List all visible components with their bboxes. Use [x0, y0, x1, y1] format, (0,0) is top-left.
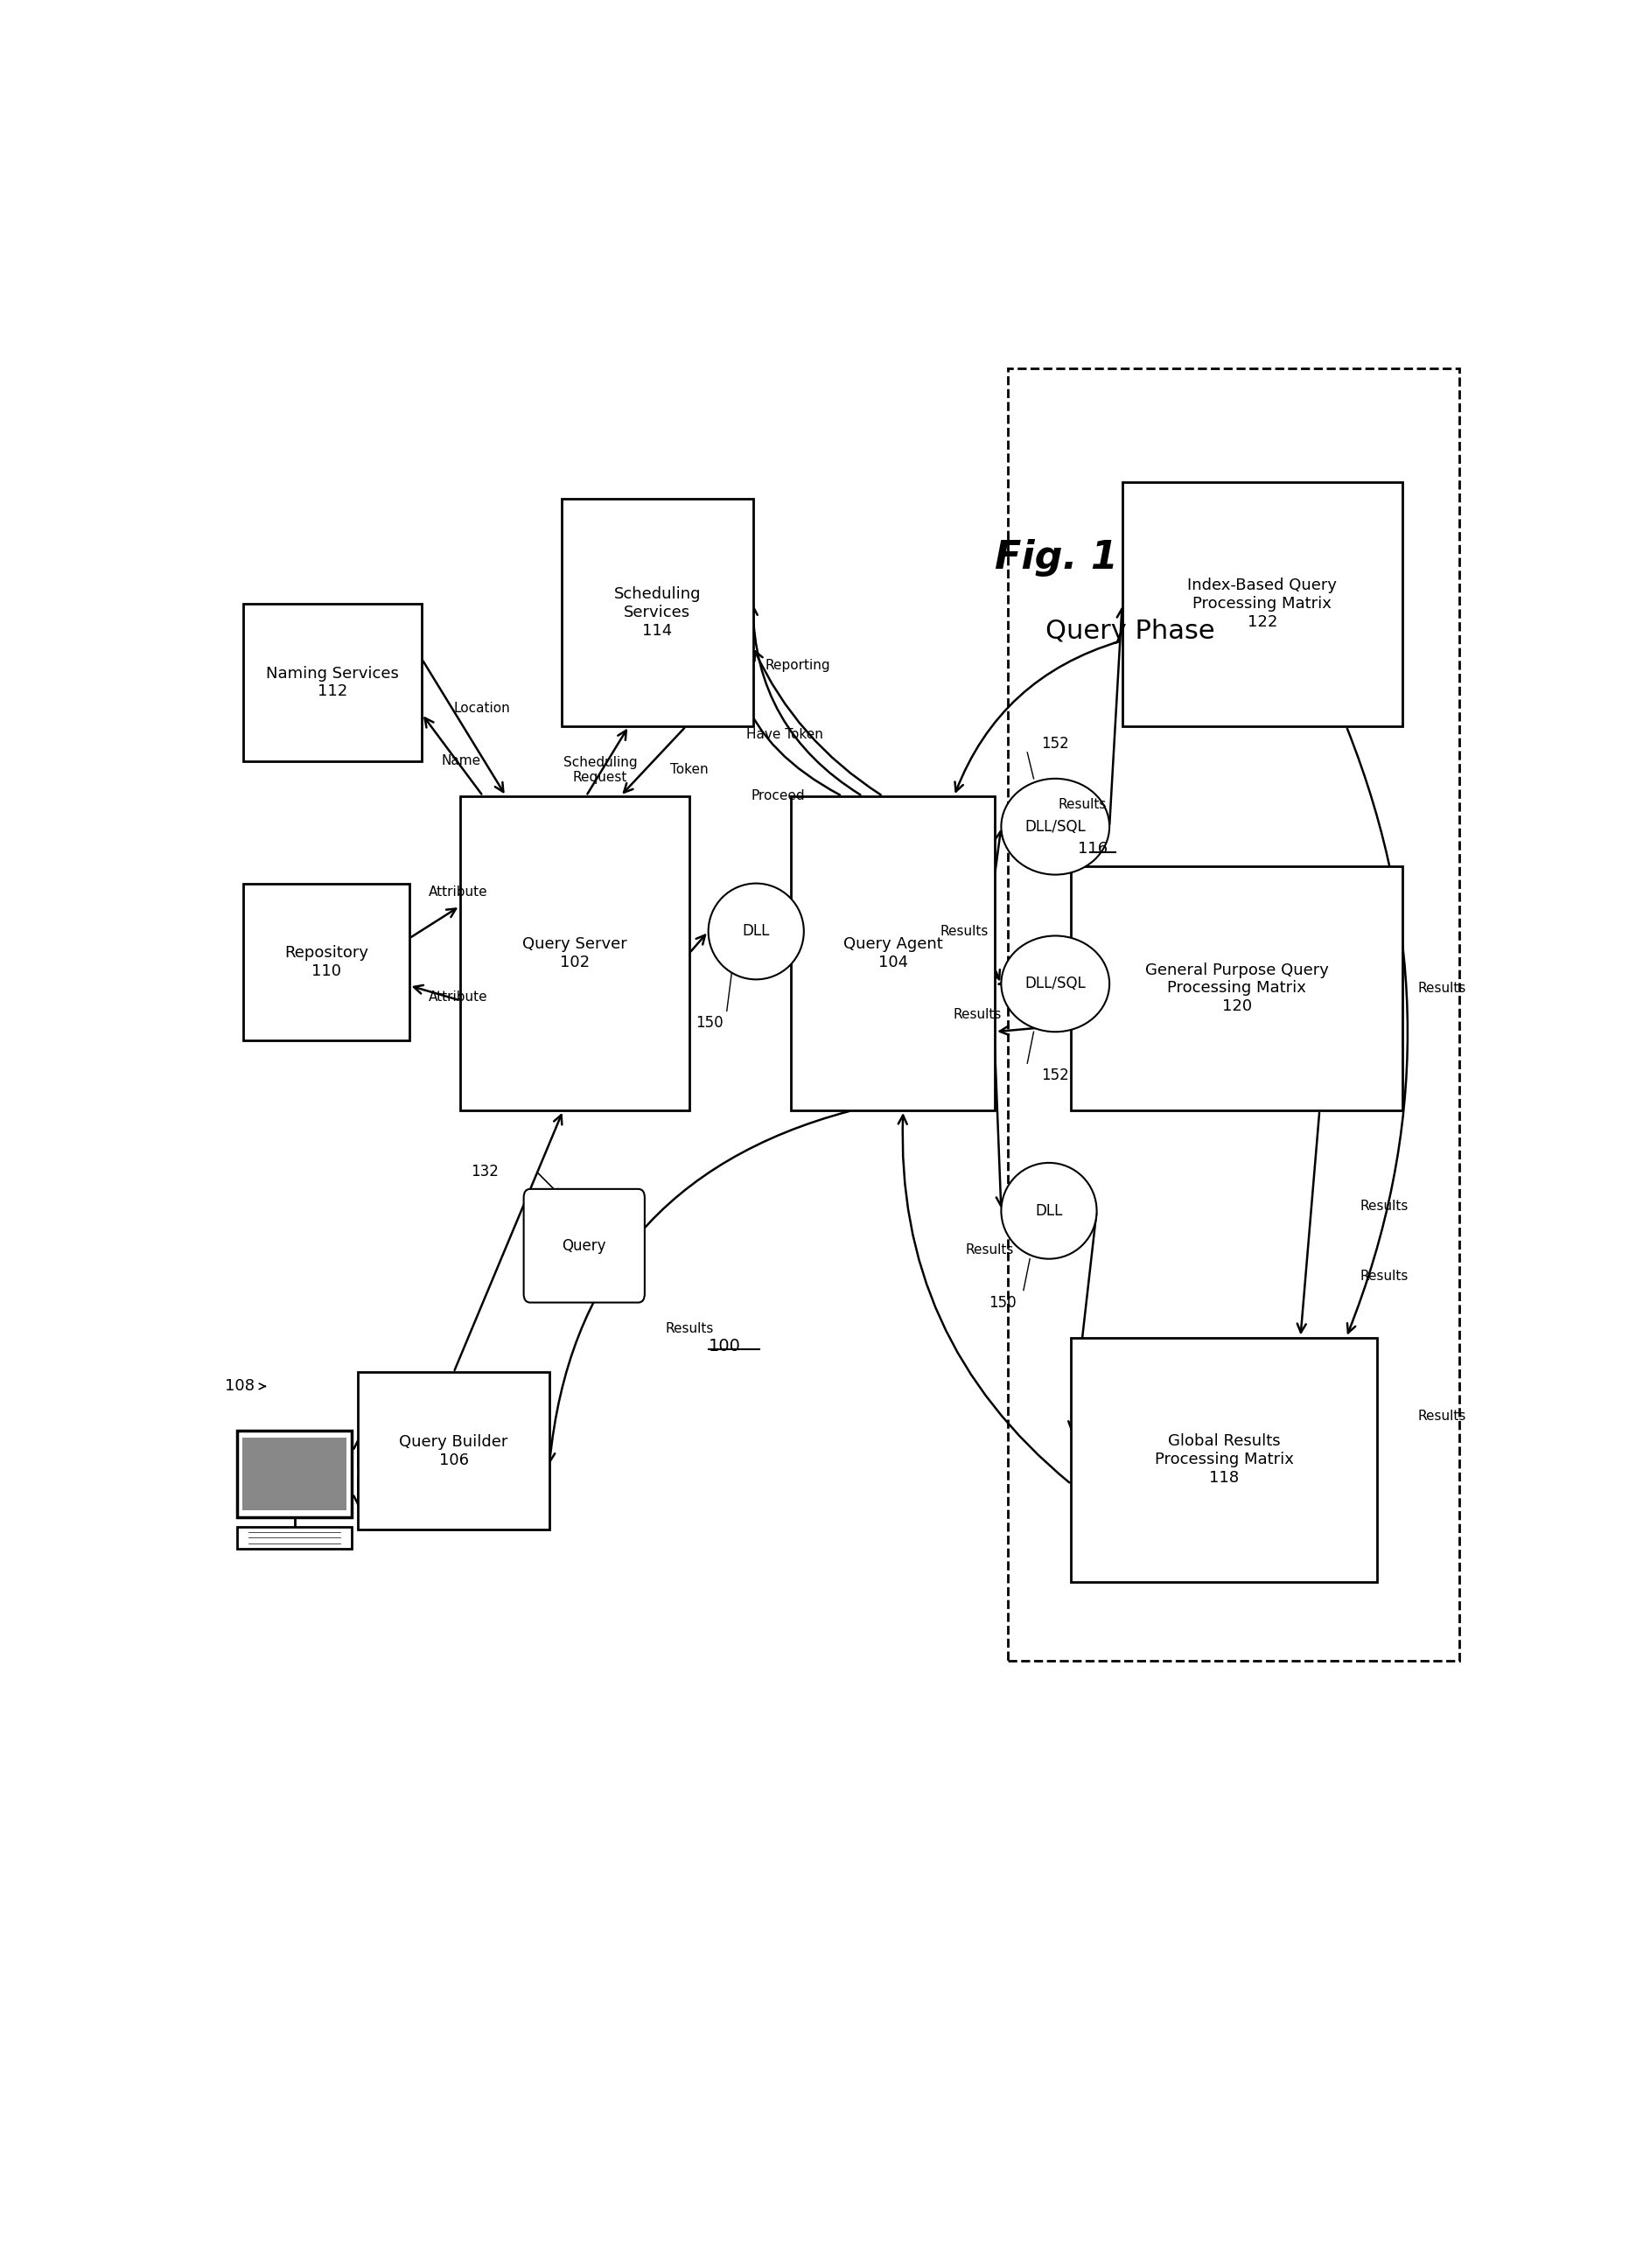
- Text: Global Results
Processing Matrix
118: Global Results Processing Matrix 118: [1155, 1433, 1293, 1486]
- Text: 132: 132: [470, 1163, 498, 1179]
- Ellipse shape: [708, 885, 803, 980]
- Text: DLL: DLL: [1035, 1202, 1063, 1218]
- Text: Naming Services
112: Naming Services 112: [266, 665, 399, 699]
- Bar: [1007, 367, 1459, 1660]
- Text: Have Token: Have Token: [746, 728, 823, 742]
- Text: Scheduling
Request: Scheduling Request: [564, 755, 637, 785]
- Text: Results: Results: [966, 1243, 1014, 1256]
- FancyBboxPatch shape: [524, 1188, 644, 1302]
- Text: 150: 150: [695, 1016, 723, 1032]
- Text: Proceed: Proceed: [751, 789, 805, 803]
- Bar: [237, 1431, 352, 1517]
- Text: General Purpose Query
Processing Matrix
120: General Purpose Query Processing Matrix …: [1145, 962, 1329, 1014]
- Ellipse shape: [1001, 1163, 1098, 1259]
- Ellipse shape: [1001, 937, 1109, 1032]
- Bar: [358, 1372, 549, 1529]
- Text: Query Phase: Query Phase: [1047, 619, 1216, 644]
- Text: Results: Results: [1360, 1270, 1408, 1284]
- Bar: [792, 796, 996, 1111]
- Text: Scheduling
Services
114: Scheduling Services 114: [614, 587, 702, 640]
- Bar: [460, 796, 690, 1111]
- Bar: [1122, 481, 1403, 726]
- Text: 150: 150: [989, 1295, 1015, 1311]
- Text: Attribute: Attribute: [429, 885, 488, 898]
- Text: 116: 116: [1078, 841, 1107, 857]
- Text: Results: Results: [1360, 1200, 1408, 1213]
- Text: Index-Based Query
Processing Matrix
122: Index-Based Query Processing Matrix 122: [1188, 578, 1337, 631]
- Text: Query Agent
104: Query Agent 104: [843, 937, 943, 971]
- Text: Attribute: Attribute: [429, 991, 488, 1002]
- Text: Results: Results: [665, 1322, 713, 1336]
- Bar: [1071, 866, 1403, 1111]
- Ellipse shape: [1001, 778, 1109, 875]
- Text: Repository
110: Repository 110: [284, 946, 368, 980]
- Bar: [562, 499, 752, 726]
- Text: Results: Results: [1418, 1408, 1466, 1422]
- Text: Results: Results: [953, 1007, 1001, 1021]
- Text: DLL/SQL: DLL/SQL: [1025, 819, 1086, 835]
- Text: Query Server
102: Query Server 102: [522, 937, 628, 971]
- Text: Query: Query: [562, 1238, 606, 1254]
- Text: DLL/SQL: DLL/SQL: [1025, 975, 1086, 991]
- Bar: [242, 1438, 347, 1510]
- Text: Query Builder
106: Query Builder 106: [399, 1433, 508, 1467]
- Bar: [237, 1526, 352, 1549]
- Bar: [243, 882, 409, 1041]
- Text: Reporting: Reporting: [766, 658, 830, 671]
- Text: Results: Results: [940, 925, 989, 939]
- Bar: [243, 603, 422, 762]
- Text: 152: 152: [1042, 1068, 1070, 1084]
- Text: Name: Name: [440, 755, 480, 767]
- Bar: [1071, 1338, 1377, 1583]
- Text: DLL: DLL: [743, 923, 771, 939]
- Text: Results: Results: [1058, 798, 1107, 812]
- Text: 108: 108: [225, 1379, 255, 1395]
- Text: Fig. 1: Fig. 1: [996, 540, 1119, 576]
- Text: 100: 100: [708, 1338, 741, 1354]
- Text: Results: Results: [1418, 982, 1466, 996]
- Text: Token: Token: [670, 764, 708, 776]
- Text: 152: 152: [1042, 735, 1070, 751]
- Text: Location: Location: [453, 703, 511, 714]
